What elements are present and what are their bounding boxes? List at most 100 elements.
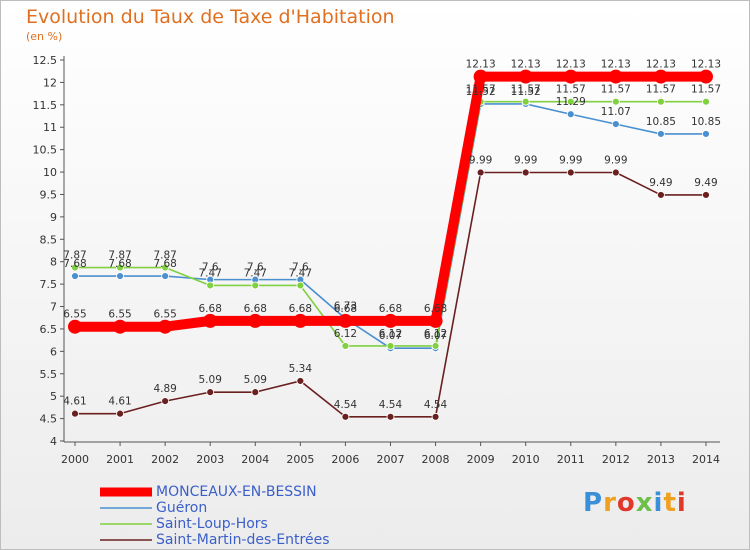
data-label: 6.07 [424,330,447,342]
data-point [386,412,395,421]
data-point [203,313,218,328]
data-label: 12.13 [601,59,631,71]
data-point [521,168,530,177]
data-label: 11.07 [601,106,631,118]
x-tick-label: 2014 [692,453,720,466]
data-label: 7.6 [292,262,309,274]
data-label: 6.55 [153,309,176,321]
legend-label-saint-martin: Saint-Martin-des-Entrées [156,532,330,548]
data-point [296,281,305,290]
x-tick-label: 2013 [647,453,675,466]
data-point [116,272,124,280]
y-tick-label: 6.5 [40,323,58,336]
data-label: 6.73 [334,301,357,313]
y-tick-label: 10.5 [33,144,58,157]
x-tick-label: 2012 [602,453,630,466]
data-label: 11.57 [691,84,721,96]
legend-label-gueron: Guéron [156,500,208,516]
data-point [206,281,215,290]
y-tick-label: 5.5 [40,368,58,381]
legend-label-saint-loup-hors: Saint-Loup-Hors [156,516,268,532]
data-point [566,110,575,119]
data-point [653,69,668,84]
data-label: 7.47 [244,267,267,279]
data-point [116,409,124,418]
data-label: 11.52 [511,86,541,98]
data-label: 11.57 [646,84,676,96]
data-point [161,272,170,280]
legend-item-saint-loup-hors: Saint-Loup-Hors [100,516,330,532]
data-point [113,319,128,334]
data-label: 7.6 [247,262,264,274]
data-label: 6.68 [199,303,222,315]
data-point [431,342,440,350]
data-point [251,281,260,290]
data-label: 7.47 [289,267,312,279]
data-point [611,120,620,128]
data-label: 11.57 [601,84,631,96]
series-line [74,171,707,418]
data-label: 9.49 [694,177,717,189]
data-point [566,97,575,106]
data-point [296,377,305,385]
data-label: 10.85 [646,116,676,128]
data-label: 6.12 [424,328,447,340]
data-label: 11.57 [466,84,496,96]
legend-label-monceaux: MONCEAUX-EN-BESSIN [156,484,317,500]
data-point [702,130,710,138]
data-label: 5.34 [289,363,313,375]
data-point [518,69,533,84]
data-label: 9.49 [649,177,672,189]
data-label: 5.09 [244,374,267,386]
legend-swatch-saint-martin [100,539,152,541]
data-point [566,168,575,177]
legend-item-gueron: Guéron [100,500,330,516]
data-point [158,319,173,334]
series-monceaux-en-bessin [68,69,713,334]
legend: MONCEAUX-EN-BESSIN Guéron Saint-Loup-Hor… [100,484,330,548]
data-label: 12.13 [556,59,586,71]
data-label: 11.57 [556,84,586,96]
x-tick-label: 2005 [286,453,314,466]
data-label: 6.12 [334,328,357,340]
data-point [521,97,530,106]
data-label: 7.68 [153,258,176,270]
y-tick-label: 12 [43,76,57,89]
data-point [71,263,79,272]
y-tick-label: 4.5 [40,413,58,426]
data-label: 4.54 [424,399,448,411]
proxiti-logo: Proxiti [583,488,687,518]
data-point [341,412,350,421]
data-point [248,313,263,328]
data-label: 4.61 [63,396,86,408]
x-tick-label: 2000 [61,453,89,466]
data-point [611,168,620,177]
data-point [71,409,79,418]
data-label: 7.68 [63,258,86,270]
data-point [116,263,124,272]
data-label: 6.12 [379,328,402,340]
data-label: 12.13 [466,59,496,71]
data-point [251,388,260,397]
data-labels-2: 7.87 7.87 7.87 7.47 7.47 7.47 6.12 6.12 6.12 11.5… [63,84,721,340]
x-tick-label: 2007 [376,453,404,466]
y-tick-label: 7 [50,301,57,314]
series-saint-martin-des-entrees [71,168,710,421]
data-label: 7.87 [108,250,131,262]
x-tick-label: 2003 [196,453,224,466]
y-tick-label: 5 [50,390,57,403]
y-tick-label: 7.5 [40,278,58,291]
x-tick-label: 2009 [467,453,495,466]
data-point [161,397,170,406]
legend-swatch-saint-loup-hors [100,523,152,525]
y-tick-label: 8.5 [40,233,58,246]
data-label: 4.54 [379,399,403,411]
data-point [473,69,488,84]
y-tick-label: 11 [43,121,57,134]
data-label: 5.09 [199,374,222,386]
data-label: 4.89 [153,383,176,395]
series-saint-loup-hors [71,97,710,350]
